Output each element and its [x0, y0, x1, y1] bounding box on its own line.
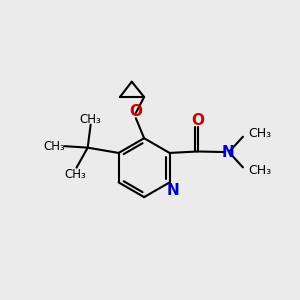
Text: N: N: [221, 145, 234, 160]
Text: CH₃: CH₃: [248, 127, 272, 140]
Text: CH₃: CH₃: [44, 140, 66, 153]
Text: O: O: [129, 104, 142, 119]
Text: N: N: [166, 183, 179, 198]
Text: CH₃: CH₃: [79, 113, 101, 126]
Text: O: O: [191, 113, 204, 128]
Text: CH₃: CH₃: [64, 168, 86, 181]
Text: CH₃: CH₃: [248, 164, 272, 177]
